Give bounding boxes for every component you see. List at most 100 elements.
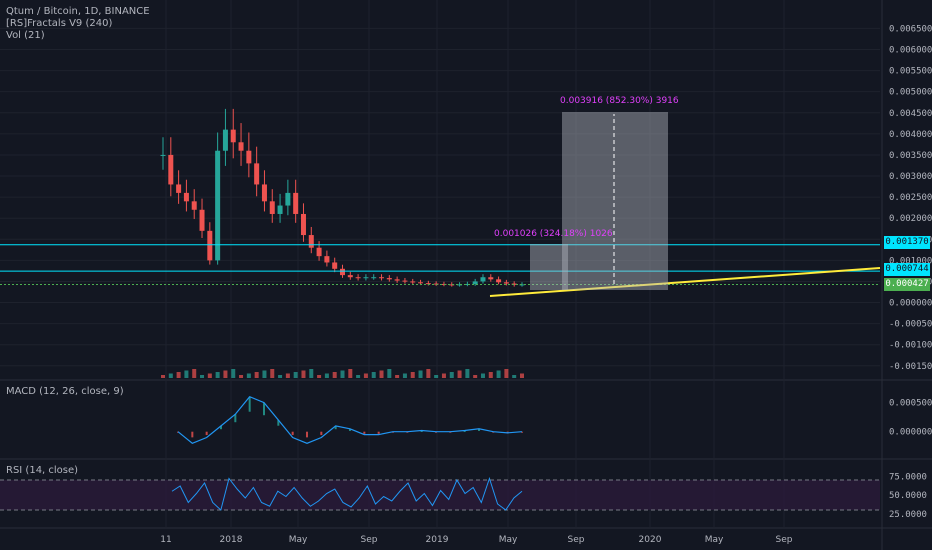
time-tick-label: 2020 <box>639 535 662 545</box>
candle-body <box>464 283 470 285</box>
volume-bar <box>441 373 446 378</box>
volume-bar <box>223 370 228 378</box>
macd-histogram-bar <box>277 420 280 426</box>
volume-bar <box>239 375 244 378</box>
rsi-band <box>0 480 880 510</box>
price-tag-upper: 0.001370 <box>884 236 930 249</box>
candle-body <box>488 277 494 280</box>
drawing-shapes <box>0 112 881 297</box>
time-tick-label: 2018 <box>220 535 243 545</box>
price-tick-label: 0.004500 <box>889 109 932 119</box>
candle-body <box>207 230 213 261</box>
price-tick-label: 0.005000 <box>889 88 932 98</box>
large-box-annotation: 0.003916 (852.30%) 3916 <box>560 96 679 106</box>
price-tick-label: 0.003500 <box>889 151 932 161</box>
volume-bar <box>200 375 205 378</box>
candle-body <box>230 129 236 143</box>
macd-tick-label: 0.000000 <box>889 428 932 438</box>
rsi-label[interactable]: RSI (14, close) <box>6 465 79 476</box>
volume-bar <box>293 372 298 378</box>
volume-bar <box>480 373 485 378</box>
candle-body <box>363 277 369 279</box>
price-tick-label: -0.000500 <box>889 320 932 330</box>
candle-body <box>324 256 330 263</box>
candle-body <box>418 282 424 284</box>
candle-body <box>293 192 299 214</box>
price-tick-label: 0.005500 <box>889 67 932 77</box>
macd-histogram-bar <box>334 425 337 430</box>
candle-body <box>261 184 267 202</box>
time-tick-label: Sep <box>776 535 793 545</box>
candle-body <box>199 209 205 231</box>
volume-bar <box>410 372 415 378</box>
volume-bar <box>465 369 470 378</box>
volume-bar <box>379 370 384 378</box>
time-tick-label: May <box>499 535 518 545</box>
macd-histogram-bar <box>234 414 237 423</box>
time-tick-label: Sep <box>568 535 585 545</box>
candle-body <box>386 278 392 280</box>
volume-bar <box>512 375 517 378</box>
fractals-indicator-label[interactable]: [RS]Fractals V9 (240) <box>6 18 113 29</box>
candle-body <box>277 205 283 214</box>
macd-histogram-bar <box>191 431 194 438</box>
symbol-title: Qtum / Bitcoin, 1D, BINANCE <box>6 6 150 17</box>
volume-bar <box>270 369 275 378</box>
volume-bar <box>184 370 189 378</box>
volume-bar <box>356 375 361 378</box>
candle-body <box>472 281 478 284</box>
macd-tick-label: 0.000500 <box>889 399 932 409</box>
macd-histogram-bar <box>291 431 294 436</box>
volume-indicator-label[interactable]: Vol (21) <box>6 30 45 41</box>
volume-bar <box>395 375 400 378</box>
volume-bar <box>168 373 173 378</box>
volume-bar <box>418 370 423 378</box>
candle-body <box>480 277 486 282</box>
volume-bar <box>496 370 501 378</box>
price-candles <box>160 108 525 287</box>
candle-body <box>316 247 322 257</box>
candle-body <box>394 279 400 281</box>
candle-body <box>160 154 166 156</box>
macd-histogram-bar <box>377 431 380 434</box>
macd-label[interactable]: MACD (12, 26, close, 9) <box>6 386 124 397</box>
volume-bar <box>387 369 392 378</box>
volume-bar <box>371 372 376 378</box>
rsi-tick-label: 75.0000 <box>889 472 927 482</box>
price-tag-last: 0.000427 <box>884 278 930 291</box>
price-tick-label: -0.001000 <box>889 341 932 351</box>
macd-line <box>177 396 523 445</box>
macd-histogram-bar <box>320 431 323 436</box>
volume-bar <box>348 369 353 378</box>
volume-bar <box>246 373 251 378</box>
rsi-line <box>171 476 523 511</box>
volume-bar <box>309 369 314 378</box>
time-tick-label: May <box>705 535 724 545</box>
volume-bar <box>402 373 407 378</box>
candle-body <box>254 163 260 185</box>
time-tick-label: May <box>289 535 308 545</box>
candle-body <box>238 142 244 151</box>
volume-bar <box>192 369 197 378</box>
volume-bar <box>278 375 283 378</box>
candle-body <box>379 277 385 279</box>
macd-histogram-bar <box>248 396 251 412</box>
price-tag-lower: 0.000744 <box>884 263 930 276</box>
price-tick-label: 0.003000 <box>889 172 932 182</box>
price-tick-label: 0.000000 <box>889 299 932 309</box>
volume-bar <box>520 373 524 378</box>
candle-body <box>176 184 182 193</box>
candle-body <box>246 150 252 164</box>
candle-body <box>511 283 517 285</box>
candle-body <box>355 277 361 279</box>
candle-body <box>503 282 509 284</box>
volume-bar <box>363 373 368 378</box>
price-tick-label: 0.006500 <box>889 24 932 34</box>
volume-bars <box>161 369 524 378</box>
time-tick-label: Sep <box>361 535 378 545</box>
candle-body <box>402 280 408 282</box>
macd-histogram-bar <box>306 431 308 438</box>
macd-histogram-bar <box>420 430 423 432</box>
